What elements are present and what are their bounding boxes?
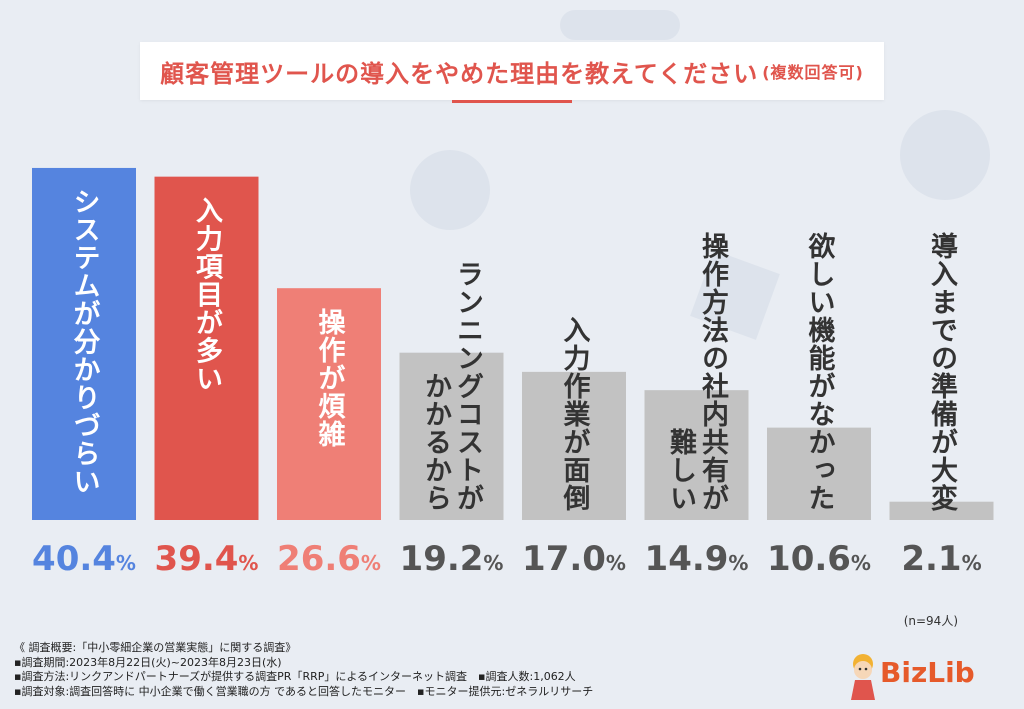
value-number: 17.0 bbox=[522, 539, 606, 579]
value-label: 2.1% bbox=[901, 539, 981, 579]
footer-method: ▪調査方法:リンクアンドパートナーズが提供する調査PR「RRP」によるインターネ… bbox=[14, 670, 576, 683]
survey-footer: 《 調査概要:「中小零細企業の営業実態」に関する調査》 ▪調査期間:2023年8… bbox=[14, 641, 794, 699]
value-unit: % bbox=[728, 551, 748, 575]
value-label: 19.2% bbox=[400, 539, 504, 579]
category-label: ランニングコストが bbox=[452, 260, 483, 512]
value-label: 17.0% bbox=[522, 539, 626, 579]
category-label: 難しい bbox=[665, 428, 697, 512]
bar bbox=[889, 501, 994, 520]
bar bbox=[522, 371, 626, 520]
logo-text: BizLib bbox=[880, 656, 975, 689]
bizlib-logo: BizLib bbox=[846, 648, 996, 702]
value-unit: % bbox=[606, 551, 626, 575]
chart-title-note: (複数回答可) bbox=[762, 63, 864, 82]
value-label: 14.9% bbox=[645, 539, 749, 579]
background-shape bbox=[560, 10, 680, 40]
value-unit: % bbox=[116, 551, 136, 575]
bar bbox=[32, 167, 136, 520]
value-number: 19.2 bbox=[400, 539, 484, 579]
category-label: 欲しい機能がなかった bbox=[804, 232, 837, 512]
value-unit: % bbox=[238, 551, 258, 575]
footer-target: ▪調査対象:調査回答時に 中小企業で働く営業職の方 であると回答したモニター ▪… bbox=[14, 684, 594, 698]
bar bbox=[399, 352, 504, 520]
footer-period: ▪調査期間:2023年8月22日(火)~2023年8月23日(水) bbox=[14, 655, 282, 669]
category-label: 導入までの準備が大変 bbox=[926, 231, 958, 512]
value-label: 10.6% bbox=[767, 539, 871, 579]
bar bbox=[644, 390, 749, 520]
value-number: 2.1 bbox=[901, 539, 961, 579]
value-unit: % bbox=[962, 551, 982, 575]
chart-title: 顧客管理ツールの導入をやめた理由を教えてください (複数回答可) bbox=[140, 42, 884, 100]
category-label: 操作が煩雑 bbox=[314, 308, 347, 448]
title-underline bbox=[452, 100, 572, 103]
value-label: 40.4% bbox=[32, 539, 136, 579]
value-number: 39.4 bbox=[155, 539, 239, 579]
bar bbox=[154, 176, 259, 520]
value-unit: % bbox=[851, 551, 871, 575]
footer-overview: 《 調査概要:「中小零細企業の営業実態」に関する調査》 bbox=[14, 641, 297, 654]
value-label: 39.4% bbox=[155, 539, 259, 579]
value-number: 14.9 bbox=[645, 539, 729, 579]
value-label: 26.6% bbox=[277, 539, 381, 579]
value-number: 26.6 bbox=[277, 539, 361, 579]
category-label: かかるから bbox=[420, 372, 451, 512]
value-number: 10.6 bbox=[767, 539, 851, 579]
background-shape bbox=[900, 110, 990, 200]
value-number: 40.4 bbox=[32, 539, 116, 579]
bar bbox=[277, 288, 381, 520]
value-unit: % bbox=[361, 551, 381, 575]
category-label: 入力項目が多い bbox=[191, 197, 223, 393]
background-shape bbox=[410, 150, 490, 230]
category-label: 操作方法の社内共有が bbox=[697, 232, 729, 512]
sample-size-note: (n=94人) bbox=[903, 614, 958, 628]
chart-title-main: 顧客管理ツールの導入をやめた理由を教えてください bbox=[160, 59, 759, 88]
bar bbox=[767, 427, 871, 520]
mascot-icon bbox=[851, 654, 875, 700]
value-unit: % bbox=[483, 551, 503, 575]
category-label: システムが分かりづらい bbox=[69, 188, 101, 496]
category-label: 入力作業が面倒 bbox=[559, 316, 592, 512]
